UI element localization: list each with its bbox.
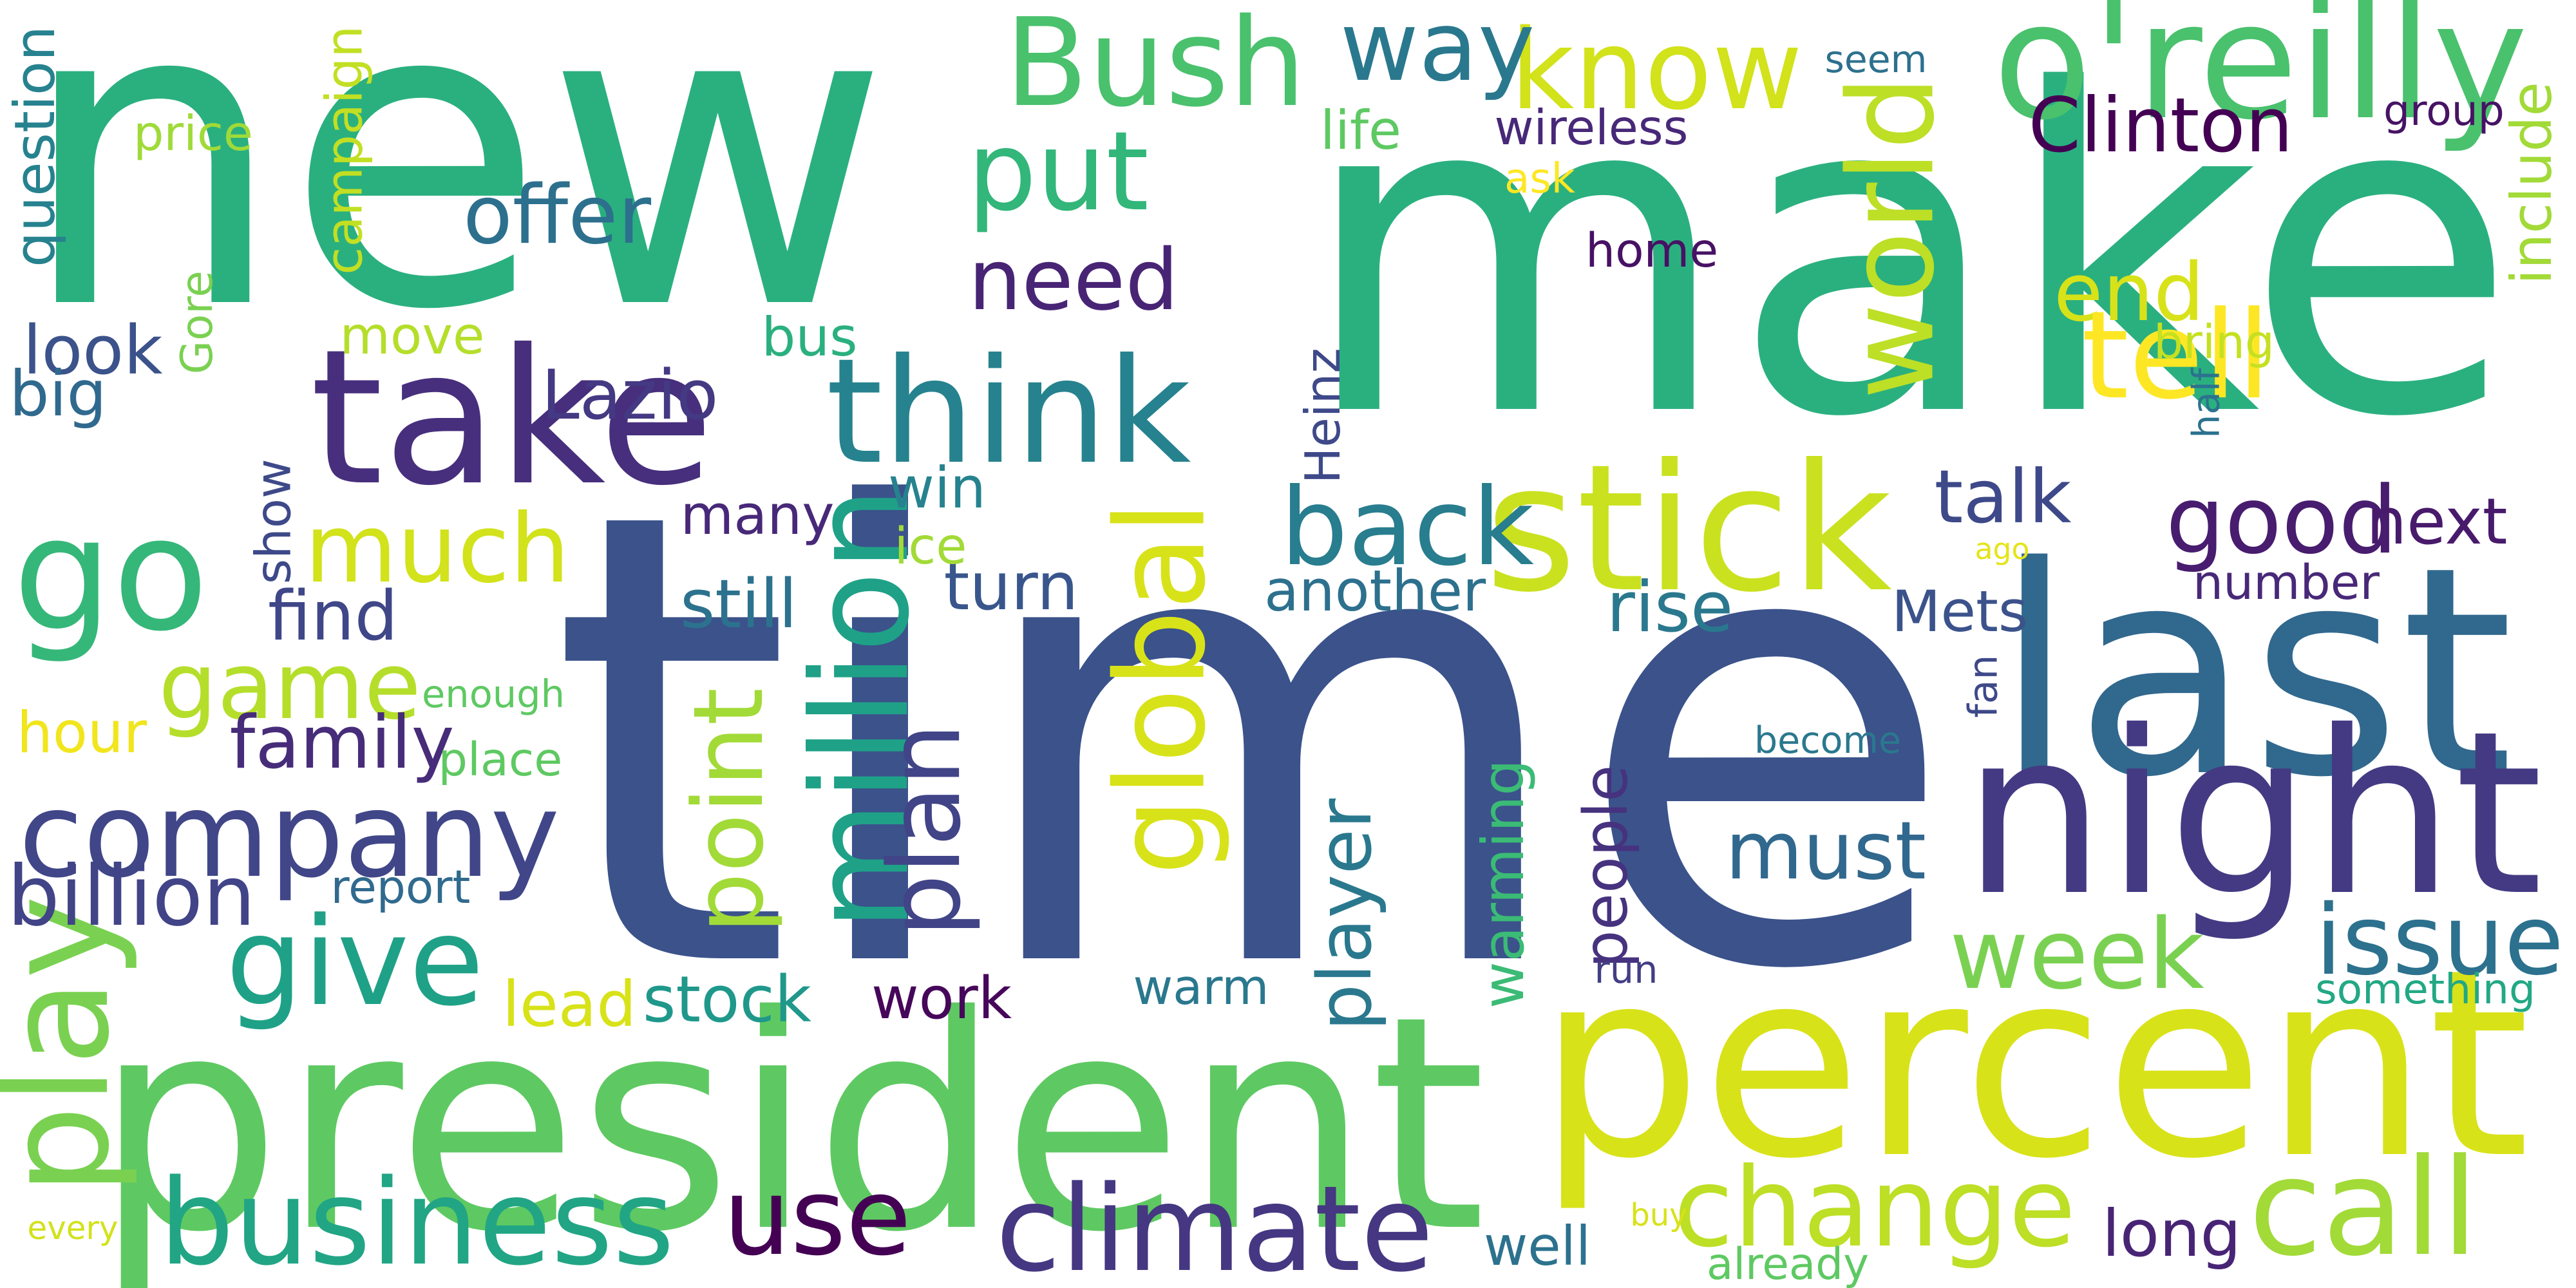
- word-week: week: [1949, 897, 2204, 1011]
- word-back: back: [1280, 466, 1535, 590]
- word-put: put: [967, 108, 1149, 236]
- word-home: home: [1586, 223, 1719, 278]
- word-long: long: [2102, 1196, 2242, 1271]
- word-game: game: [158, 632, 421, 740]
- word-already: already: [1707, 1238, 1870, 1288]
- word-something: something: [2315, 965, 2535, 1014]
- word-lazio: Lazio: [541, 355, 719, 435]
- word-heinz: Heinz: [1294, 347, 1351, 484]
- word-find: find: [268, 576, 398, 656]
- word-bring: bring: [2154, 315, 2275, 370]
- word-end: end: [2054, 247, 2204, 339]
- word-turn: turn: [943, 549, 1079, 625]
- word-tell: tell: [2081, 285, 2271, 426]
- word-ask: ask: [1504, 155, 1575, 203]
- word-well: well: [1484, 1215, 1591, 1278]
- word-gore: Gore: [171, 270, 222, 374]
- word-last: last: [1994, 505, 2514, 840]
- word-oreilly: o'reilly: [1993, 0, 2528, 156]
- word-question: question: [2, 25, 68, 267]
- word-talk: talk: [1934, 454, 2072, 540]
- word-call: call: [2248, 1130, 2479, 1286]
- word-another: another: [1264, 558, 1486, 624]
- word-stick: stick: [1485, 427, 1892, 631]
- word-become: become: [1754, 719, 1902, 762]
- word-include: include: [2499, 81, 2564, 285]
- word-plan: plan: [867, 723, 983, 937]
- word-fan: fan: [1960, 654, 2007, 718]
- word-win: win: [888, 455, 987, 521]
- word-hour: hour: [17, 699, 147, 766]
- word-people: people: [1570, 764, 1641, 969]
- word-way: way: [1340, 0, 1535, 103]
- word-mets: Mets: [1891, 578, 2029, 645]
- word-look: look: [23, 311, 163, 390]
- word-billion: billion: [7, 848, 256, 945]
- word-stock: stock: [643, 962, 811, 1037]
- word-next: next: [2366, 484, 2508, 559]
- word-world: world: [1823, 75, 1961, 399]
- word-know: know: [1510, 6, 1803, 135]
- word-point: point: [673, 687, 786, 934]
- word-group: group: [2383, 86, 2505, 135]
- word-still: still: [680, 565, 797, 643]
- word-seem: seem: [1824, 37, 1927, 81]
- word-take: take: [310, 310, 714, 527]
- word-ice: ice: [894, 517, 967, 576]
- word-percent: percent: [1537, 914, 2530, 1215]
- word-warm: warm: [1133, 958, 1269, 1016]
- word-campaign: campaign: [314, 25, 374, 275]
- word-president: president: [94, 952, 1486, 1288]
- word-player: player: [1302, 798, 1388, 1031]
- word-new: new: [17, 0, 891, 402]
- word-go: go: [13, 484, 209, 666]
- word-family: family: [229, 699, 455, 785]
- word-run: run: [1594, 947, 1658, 992]
- word-business: business: [159, 1155, 675, 1288]
- word-lead: lead: [502, 967, 637, 1041]
- word-place: place: [438, 732, 563, 786]
- word-global: global: [1089, 500, 1233, 875]
- word-show: show: [245, 458, 302, 584]
- word-work: work: [871, 965, 1012, 1032]
- word-price: price: [133, 105, 253, 162]
- word-big: big: [9, 357, 107, 431]
- word-number: number: [2193, 554, 2380, 611]
- word-half: half: [2183, 368, 2228, 439]
- word-change: change: [1673, 1144, 2076, 1272]
- word-give: give: [225, 890, 484, 1033]
- word-every: every: [27, 1209, 118, 1247]
- word-bush: Bush: [1005, 0, 1306, 134]
- word-climate: climate: [996, 1160, 1434, 1288]
- word-many: many: [680, 483, 835, 547]
- word-report: report: [330, 860, 471, 914]
- word-need: need: [968, 231, 1179, 329]
- word-life: life: [1320, 99, 1401, 162]
- word-time: time: [549, 380, 1958, 1106]
- word-rise: rise: [1606, 567, 1734, 648]
- word-use: use: [723, 1155, 912, 1279]
- word-night: night: [1962, 683, 2543, 945]
- word-issue: issue: [2315, 884, 2564, 997]
- word-bus: bus: [761, 305, 858, 368]
- word-much: much: [305, 493, 571, 604]
- word-company: company: [19, 767, 560, 904]
- word-enough: enough: [422, 671, 565, 716]
- word-buy: buy: [1630, 1198, 1688, 1233]
- word-ago: ago: [1975, 532, 2030, 566]
- word-think: think: [826, 327, 1191, 497]
- word-offer: offer: [463, 168, 652, 262]
- word-warming: warming: [1470, 759, 1537, 1009]
- word-move: move: [339, 305, 485, 366]
- word-good: good: [2166, 467, 2398, 575]
- word-make: make: [1299, 0, 2517, 514]
- word-must: must: [1725, 805, 1927, 898]
- word-clinton: Clinton: [2028, 82, 2293, 169]
- word-wireless: wireless: [1494, 99, 1689, 156]
